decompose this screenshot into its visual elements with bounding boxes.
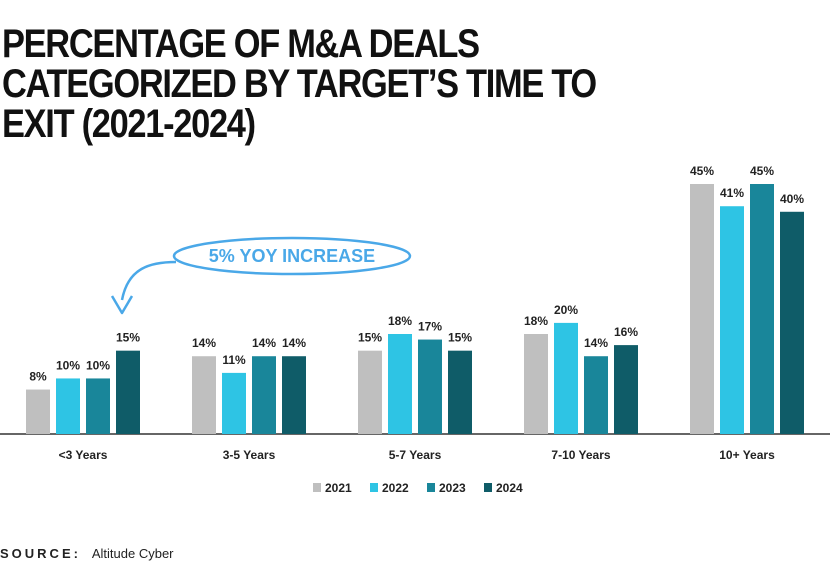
legend-label-2024: 2024 [496,481,523,495]
bar-2021-3 [524,334,548,434]
source-value: Altitude Cyber [91,546,174,561]
bar-label-2024-4: 40% [780,192,804,206]
legend-label-2022: 2022 [382,481,409,495]
legend-swatch-2021 [313,483,321,492]
legend: 2021 2022 2023 2024 [313,481,523,495]
value-labels-group: 8% 10% 10% 15% 14% 11% 14% 14% 15% 18% 17% 15% 18% 20… [29,164,804,384]
source-label: SOURCE: [0,546,81,561]
bar-label-2021-1: 14% [192,336,216,350]
bar-label-2023-1: 14% [252,336,276,350]
bar-label-2022-3: 20% [554,303,578,317]
annotation-arrowhead [110,295,134,315]
bar-2023-3 [584,356,608,434]
bar-2021-0 [26,389,50,434]
bar-label-2023-0: 10% [86,358,110,372]
annotation-ellipse [172,236,412,276]
chart-title: PERCENTAGE OF M&A DEALS CATEGORIZED BY T… [2,22,597,146]
bar-label-2022-2: 18% [388,314,412,328]
bar-label-2021-0: 8% [29,370,47,384]
bar-2022-4 [720,206,744,434]
bar-label-2023-4: 45% [750,164,774,178]
bar-2021-2 [358,350,382,434]
bar-label-2023-3: 14% [584,336,608,350]
bar-2023-4 [750,184,774,434]
legend-label-2021: 2021 [325,481,352,495]
source-line: SOURCE: Altitude Cyber [0,546,174,561]
annotation-text: 5% YOY INCREASE [209,246,375,266]
x-tick-label: 5-7 Years [389,448,442,462]
bar-2024-3 [614,345,638,434]
x-tick-label: 3-5 Years [223,448,276,462]
bar-2023-1 [252,356,276,434]
bar-label-2023-2: 17% [418,320,442,334]
bar-label-2021-2: 15% [358,331,382,345]
legend-label-2023: 2023 [439,481,466,495]
bar-2023-2 [418,339,442,434]
bar-label-2021-3: 18% [524,314,548,328]
bar-2022-1 [222,372,246,434]
bar-label-2022-0: 10% [56,358,80,372]
bar-label-2024-2: 15% [448,331,472,345]
bar-2022-0 [56,378,80,434]
legend-swatch-2023 [427,483,435,492]
bar-2022-3 [554,322,578,434]
legend-swatch-2024 [484,483,492,492]
bar-label-2024-3: 16% [614,325,638,339]
x-tick-labels: <3 Years 3-5 Years 5-7 Years 7-10 Years 10+ … [59,448,775,462]
bar-2023-0 [86,378,110,434]
bar-label-2024-0: 15% [116,331,140,345]
x-tick-label: <3 Years [59,448,108,462]
bar-2021-4 [690,184,714,434]
bar-2024-2 [448,350,472,434]
bar-label-2022-4: 41% [720,186,744,200]
legend-swatch-2022 [370,483,378,492]
bars-group [26,184,804,434]
bar-label-2021-4: 45% [690,164,714,178]
x-tick-label: 7-10 Years [551,448,610,462]
bar-2024-4 [780,211,804,434]
bar-2024-1 [282,356,306,434]
annotation-callout: 5% YOY INCREASE [172,236,412,276]
bar-2022-2 [388,334,412,434]
bar-label-2022-1: 11% [222,353,246,367]
bar-2024-0 [116,350,140,434]
bar-2021-1 [192,356,216,434]
x-tick-label: 10+ Years [719,448,775,462]
bar-label-2024-1: 14% [282,336,306,350]
annotation-arrow [120,260,177,301]
